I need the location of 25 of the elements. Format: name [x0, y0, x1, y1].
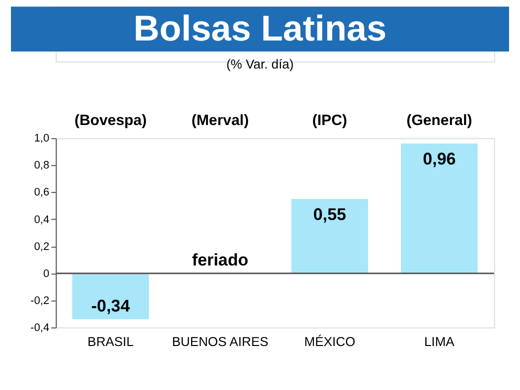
y-tick-label: 0: [43, 268, 50, 280]
y-tick-label: 0,2: [34, 240, 50, 253]
text: (Merval): [192, 112, 249, 130]
bar: [72, 273, 149, 320]
x-tick-label: MÉXICO: [304, 334, 356, 349]
y-tick-label: 1,0: [34, 132, 50, 145]
y-tick-label: 0,6: [34, 186, 50, 199]
chart-subtitle: (% Var. día): [226, 56, 294, 72]
data-label: -0,34: [91, 296, 130, 316]
text: (IPC): [312, 112, 348, 130]
x-tick-label: BUENOS AIRES: [172, 334, 269, 349]
text: feriado: [192, 250, 248, 270]
x-tick-label: BRASIL: [88, 334, 134, 349]
data-label: 0,55: [313, 204, 346, 224]
bar: [291, 198, 368, 274]
y-tick-label: 0,8: [34, 160, 50, 172]
data-label: 0,96: [422, 149, 456, 168]
y-tick-label: 0,4: [34, 214, 50, 226]
chart-title: Bolsas Latinas: [133, 8, 387, 49]
text: (Bovespa): [74, 112, 147, 130]
x-tick-label: LIMA: [424, 334, 455, 349]
y-tick-label: -0,4: [30, 322, 50, 334]
bar: [400, 144, 478, 274]
y-tick-label: -0,2: [30, 294, 50, 307]
text: (General): [406, 112, 472, 130]
